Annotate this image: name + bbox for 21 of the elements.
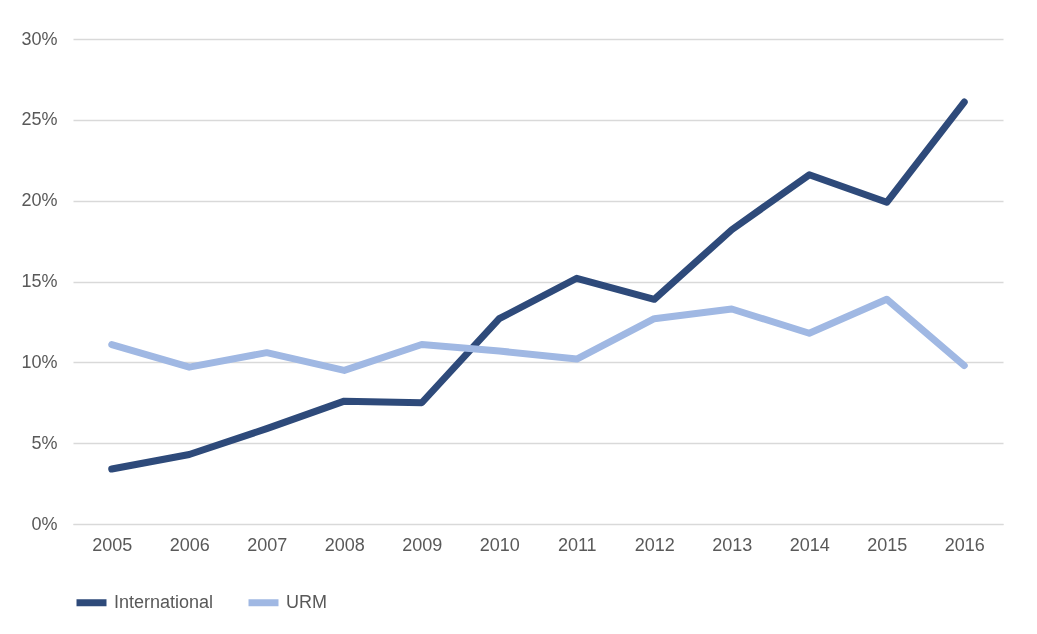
- x-tick-label: 2012: [634, 534, 675, 555]
- y-tick-label: 0%: [31, 513, 58, 534]
- y-tick-label: 30%: [21, 28, 58, 49]
- y-tick-label: 10%: [21, 351, 58, 372]
- x-tick-label: 2013: [712, 534, 753, 555]
- x-tick-label: 2007: [247, 534, 288, 555]
- y-tick-label: 5%: [31, 432, 58, 453]
- x-tick-label: 2008: [324, 534, 365, 555]
- x-tick-label: 2010: [479, 534, 520, 555]
- x-tick-label: 2009: [402, 534, 443, 555]
- legend-label: International: [114, 591, 214, 612]
- x-tick-label: 2006: [169, 534, 210, 555]
- x-tick-label: 2005: [92, 534, 133, 555]
- x-tick-label: 2016: [944, 534, 985, 555]
- x-tick-label: 2014: [789, 534, 830, 555]
- x-tick-label: 2011: [557, 534, 597, 555]
- y-tick-label: 15%: [21, 271, 58, 291]
- legend-label: URM: [286, 591, 327, 612]
- x-tick-label: 2015: [867, 534, 908, 555]
- y-tick-label: 20%: [21, 190, 58, 211]
- y-tick-label: 25%: [21, 109, 58, 130]
